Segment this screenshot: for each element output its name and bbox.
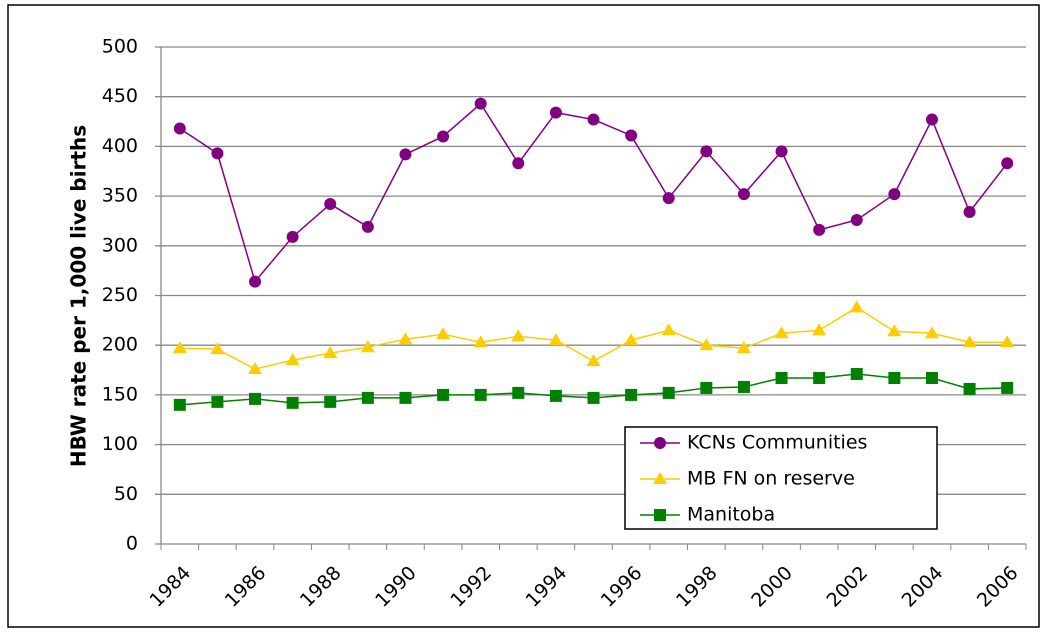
y-tick-label: 200 — [102, 334, 138, 356]
legend-label: Manitoba — [687, 504, 775, 526]
point — [662, 386, 675, 399]
point — [586, 354, 601, 367]
point — [700, 381, 713, 394]
legend-label: KCNs Communities — [687, 432, 867, 454]
y-tick-label: 150 — [102, 383, 138, 405]
point — [736, 341, 751, 354]
point — [654, 437, 666, 449]
point — [887, 324, 902, 337]
point — [436, 327, 451, 340]
point — [662, 192, 675, 205]
y-tick-label: 100 — [102, 433, 138, 455]
point — [774, 326, 789, 339]
point — [210, 342, 225, 355]
point — [249, 275, 262, 288]
point — [324, 395, 337, 408]
point — [286, 230, 299, 243]
y-tick-label: 300 — [102, 234, 138, 256]
point — [399, 148, 412, 161]
point — [173, 122, 186, 135]
point — [549, 106, 562, 119]
point — [850, 368, 863, 381]
point — [775, 372, 788, 385]
point — [849, 300, 864, 313]
point — [512, 386, 525, 399]
y-tick-label: 450 — [102, 85, 138, 107]
point — [962, 335, 977, 348]
point — [587, 391, 600, 404]
point — [172, 341, 187, 354]
point — [653, 472, 667, 484]
y-tick-label: 500 — [102, 36, 138, 58]
point — [737, 188, 750, 201]
point — [775, 145, 788, 158]
point — [1001, 157, 1014, 170]
point — [211, 147, 224, 160]
point — [924, 326, 939, 339]
point — [624, 333, 639, 346]
point — [248, 362, 263, 375]
y-tick-label: 350 — [102, 185, 138, 207]
point — [474, 388, 487, 401]
point — [812, 323, 827, 336]
point — [888, 372, 901, 385]
point — [437, 130, 450, 143]
point — [474, 97, 487, 110]
chart-frame — [7, 4, 1040, 628]
point — [813, 372, 826, 385]
point — [587, 113, 600, 126]
point — [700, 145, 713, 158]
point — [661, 323, 676, 336]
point — [285, 353, 300, 366]
point — [286, 396, 299, 409]
point — [437, 388, 450, 401]
point — [1001, 381, 1014, 394]
point — [813, 223, 826, 236]
point — [654, 509, 666, 521]
point — [963, 382, 976, 395]
point — [361, 391, 374, 404]
point — [925, 372, 938, 385]
point — [888, 188, 901, 201]
point — [548, 333, 563, 346]
point — [737, 380, 750, 393]
point — [324, 198, 337, 211]
point — [323, 346, 338, 359]
point — [625, 129, 638, 142]
legend-box — [624, 426, 938, 530]
point — [699, 338, 714, 351]
point — [925, 113, 938, 126]
point — [549, 389, 562, 402]
point — [398, 332, 413, 345]
y-tick-label: 400 — [102, 135, 138, 157]
point — [1000, 335, 1015, 348]
point — [963, 206, 976, 219]
point — [511, 329, 526, 342]
point — [211, 395, 224, 408]
y-axis-label: HBW rate per 1,000 live births — [67, 125, 91, 467]
y-tick-label: 250 — [102, 284, 138, 306]
point — [473, 335, 488, 348]
point — [625, 388, 638, 401]
legend-label: MB FN on reserve — [687, 468, 855, 490]
point — [399, 391, 412, 404]
point — [249, 392, 262, 405]
point — [173, 398, 186, 411]
point — [360, 340, 375, 353]
point — [361, 220, 374, 233]
point — [512, 157, 525, 170]
y-tick-label: 0 — [126, 533, 138, 555]
y-tick-label: 50 — [114, 483, 138, 505]
point — [850, 213, 863, 226]
